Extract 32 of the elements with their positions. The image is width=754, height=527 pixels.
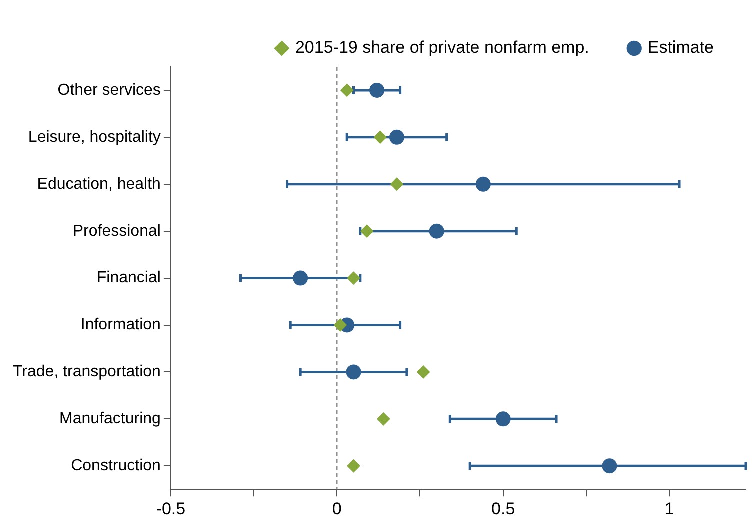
x-tick-label: 1: [664, 499, 674, 518]
y-tick-label: Other services: [58, 82, 161, 99]
legend-label: 2015-19 share of private nonfarm emp.: [295, 38, 590, 58]
point: [417, 366, 430, 379]
point: [602, 458, 618, 474]
x-tick-label: 0: [332, 499, 342, 518]
point: [429, 224, 444, 239]
point: [389, 130, 404, 145]
point: [340, 84, 354, 97]
point: [346, 364, 362, 380]
y-tick-label: Leisure, hospitality: [28, 128, 161, 146]
legend-label: Estimate: [648, 38, 714, 58]
y-tick-label: Financial: [96, 270, 161, 287]
point: [347, 272, 360, 285]
x-tick-label: -0.5: [156, 499, 186, 518]
y-tick-label: Manufacturing: [60, 410, 161, 428]
point: [370, 82, 385, 98]
point: [293, 270, 308, 286]
x-tick-label: 0.5: [492, 499, 516, 518]
y-tick-label: Construction: [71, 458, 161, 475]
point: [377, 412, 390, 426]
y-tick-label: Information: [80, 316, 161, 334]
y-tick-label: Professional: [72, 222, 161, 240]
point: [496, 412, 511, 427]
point: [334, 318, 347, 332]
point: [360, 224, 374, 238]
point: [374, 130, 387, 144]
y-tick-label: Education, health: [37, 176, 161, 193]
point: [347, 460, 360, 473]
point: [476, 176, 491, 192]
y-tick-label: Trade, transportation: [12, 364, 161, 381]
point: [390, 178, 404, 191]
